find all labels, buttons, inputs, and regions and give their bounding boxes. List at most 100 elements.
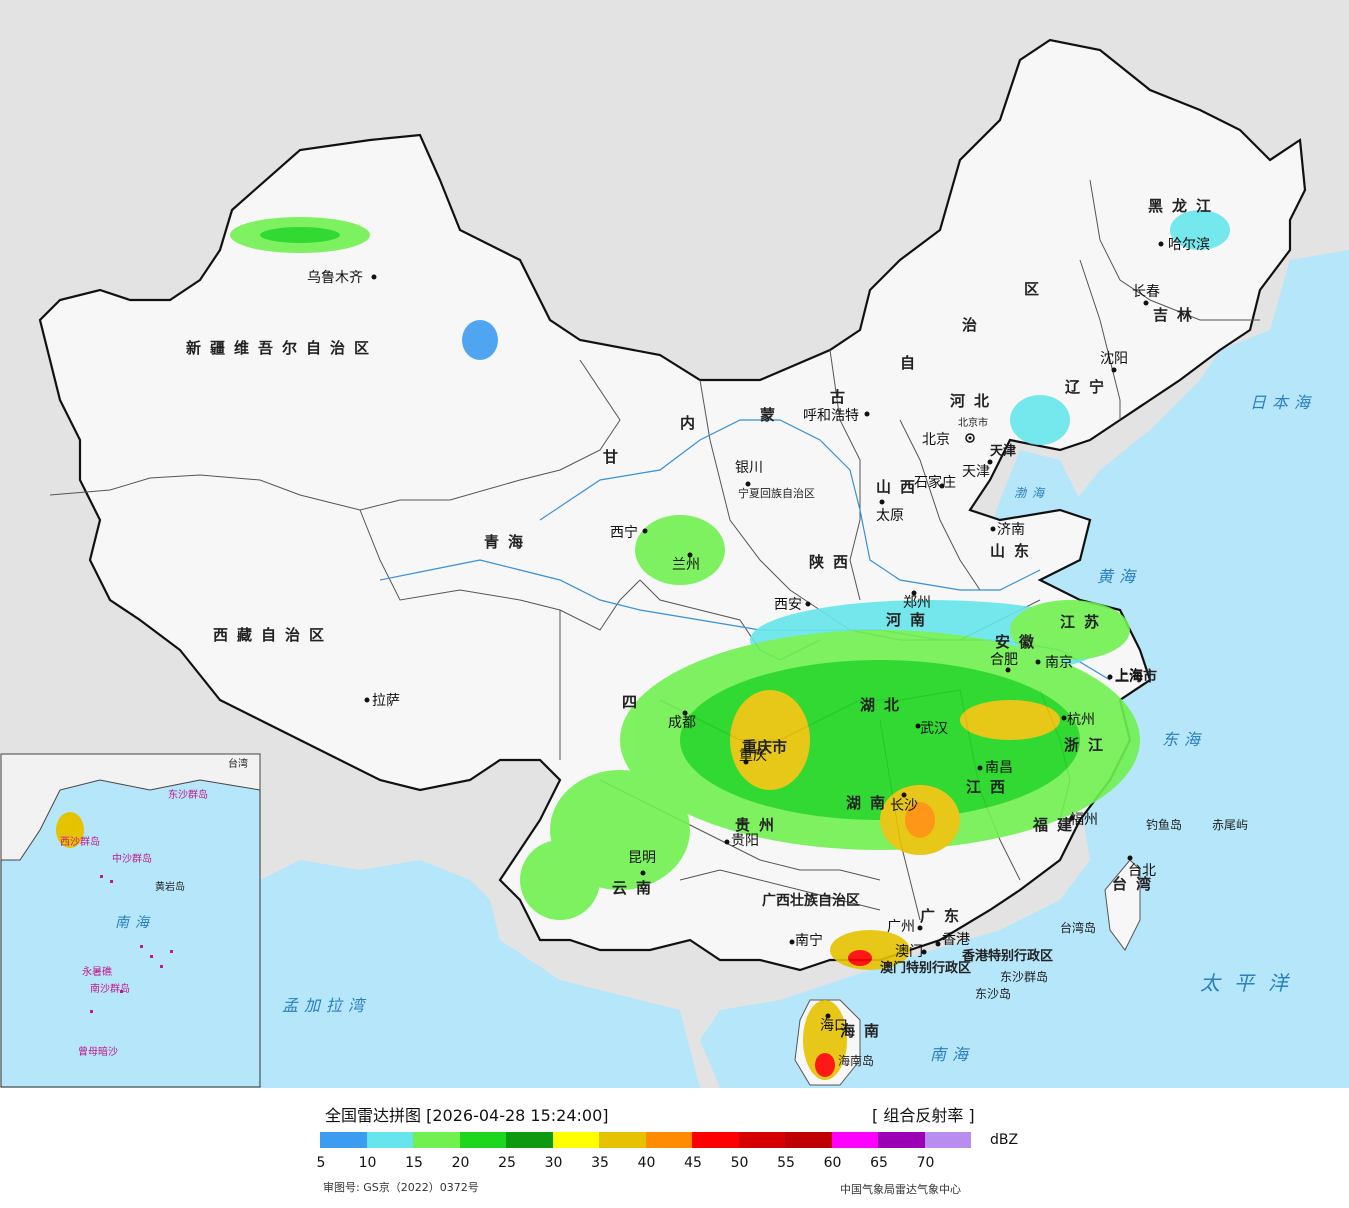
city-hangzhou: 杭州 [1067,712,1095,728]
legend-swatch [645,1132,692,1148]
sea-bengal: 孟加拉湾 [282,996,370,1015]
city-xian: 西安 [774,597,802,613]
legend-swatch [459,1132,506,1148]
island-dongsha-dao: 东沙岛 [975,986,1011,1001]
city-kunming: 昆明 [628,850,656,866]
product-name: [ 组合反射率 ] [872,1106,975,1125]
city-urumqi: 乌鲁木齐 [307,270,363,286]
label-fujian: 福建 [1032,816,1081,834]
legend-tick-label: 45 [684,1155,702,1171]
label-anhui: 安徽 [995,633,1043,651]
city-zhengzhou: 郑州 [903,595,931,611]
label-neimenggu-4: 自 [900,354,924,372]
label-hunan: 湖南 [846,794,894,812]
label-taiwan: 台湾 [1112,875,1160,893]
city-changchun: 长春 [1132,284,1160,300]
legend-swatch [785,1132,832,1148]
radar-echoes [230,210,1230,1080]
china-radar-map: 新疆维吾尔自治区 西藏自治区 青海 甘 四 云南 贵州 广西壮族自治区 广东 海… [0,0,1349,1088]
label-guizhou: 贵州 [735,816,783,834]
label-shanghai: 上海市 [1115,668,1157,685]
legend-swatch [506,1132,553,1148]
label-neimenggu-2: 蒙 [760,406,784,424]
legend-panel: 全国雷达拼图 [2026-04-28 15:24:00] [ 组合反射率 ] 5… [0,1088,1349,1208]
island-taiwan-dao: 台湾岛 [1060,920,1096,935]
label-gansu: 甘 [603,448,627,466]
color-scale-ticks: 5 10 15 20 25 30 35 40 45 50 55 60 65 70 [306,1155,986,1173]
sea-labels: 日本海 黄海 渤海 东海 南海 太平洋 孟加拉湾 [282,393,1316,1064]
legend-swatch [599,1132,646,1148]
legend-tick-label: 25 [498,1155,516,1171]
city-lanzhou: 兰州 [672,557,700,573]
sea-pacific: 太平洋 [1200,971,1302,995]
city-wuhan: 武汉 [920,721,948,737]
organization: 中国气象局雷达气象中心 [840,1183,961,1196]
city-nanchang: 南昌 [985,760,1013,776]
label-beijing-city: 北京市 [958,416,988,429]
city-macao: 澳门 [895,944,923,960]
label-henan: 河南 [886,611,934,629]
city-harbin: 哈尔滨 [1168,237,1210,253]
label-sichuan: 四 [622,693,646,711]
legend-swatch [692,1132,739,1148]
legend-swatch [924,1132,971,1148]
label-jiangxi: 江西 [966,778,1014,796]
label-hebei: 河北 [950,392,998,410]
label-neimenggu-1: 内 [680,414,704,432]
sea-japan: 日本海 [1250,393,1316,412]
label-shaanxi: 陕西 [809,553,857,571]
legend-swatch [552,1132,599,1148]
legend-swatch [413,1132,460,1148]
province-labels: 新疆维吾尔自治区 西藏自治区 青海 甘 四 云南 贵州 广西壮族自治区 广东 海… [186,197,1220,1040]
island-diaoyu: 钓鱼岛 [1146,817,1182,832]
inset-dongsha: 东沙群岛 [168,788,208,801]
city-haikou: 海口 [820,1018,848,1034]
label-hongkong: 香港特别行政区 [961,948,1053,964]
legend-tick-label: 10 [358,1155,377,1171]
approval-number: 审图号: GS京（2022）0372号 [323,1181,479,1194]
legend-tick-label: 60 [823,1155,842,1171]
city-beijing: 北京 [922,432,950,448]
inset-taiwan: 台湾 [228,757,248,770]
city-guangzhou: 广州 [887,919,915,935]
city-shanghai: 上海 [1115,668,1143,684]
label-qinghai: 青海 [484,533,532,551]
label-chongqing: 重庆市 [742,738,787,756]
city-shijiazhuang: 石家庄 [914,474,956,491]
city-jinan: 济南 [997,522,1025,538]
island-labels: 钓鱼岛 赤尾屿 东沙群岛 东沙岛 海南岛 台湾岛 [838,817,1248,1068]
inset-huangyan: 黄岩岛 [155,880,185,893]
legend-swatch [738,1132,785,1148]
label-tibet: 西藏自治区 [213,626,333,644]
label-liaoning: 辽宁 [1065,378,1113,396]
city-taipei: 台北 [1128,863,1156,879]
city-taiyuan: 太原 [876,508,904,524]
inset-labels: 南海 西沙群岛 中沙群岛 黄岩岛 南沙群岛 永暑礁 曾母暗沙 东沙群岛 台湾 [60,757,248,1058]
label-hainan: 海南 [840,1022,888,1040]
inset-yongshu: 永暑礁 [82,965,112,978]
sea-south: 南海 [930,1045,974,1064]
city-shenyang: 沈阳 [1100,351,1128,367]
label-neimenggu-3: 古 [830,388,854,406]
legend-swatch [320,1132,367,1148]
taiwan-island [1104,859,1141,951]
legend-swatch [878,1132,925,1148]
legend-tick-label: 70 [916,1155,935,1171]
island-chiwei: 赤尾屿 [1212,818,1248,832]
legend-title: 全国雷达拼图 [2026-04-28 15:24:00] [325,1102,609,1126]
label-heilongjiang: 黑龙江 [1148,197,1220,215]
sea-bohai: 渤海 [1014,486,1050,500]
legend-swatch [831,1132,878,1148]
city-labels: 乌鲁木齐 拉萨 西宁 兰州 银川 呼和浩特 北京 天津 石家庄 太原 济南 郑州… [307,237,1210,1034]
sea-yellow: 黄海 [1097,567,1141,586]
label-shandong: 山东 [990,542,1038,560]
label-guangdong: 广东 [920,907,968,925]
city-changsha: 长沙 [890,798,918,814]
city-markers [364,241,1164,1019]
label-macao: 澳门特别行政区 [880,960,971,976]
city-fuzhou: 福州 [1070,812,1098,828]
legend-tick-label: 55 [777,1155,795,1171]
legend-tick-label: 5 [316,1155,326,1171]
label-ningxia: 宁夏回族自治区 [738,486,815,500]
legend-tick-label: 15 [405,1155,423,1171]
